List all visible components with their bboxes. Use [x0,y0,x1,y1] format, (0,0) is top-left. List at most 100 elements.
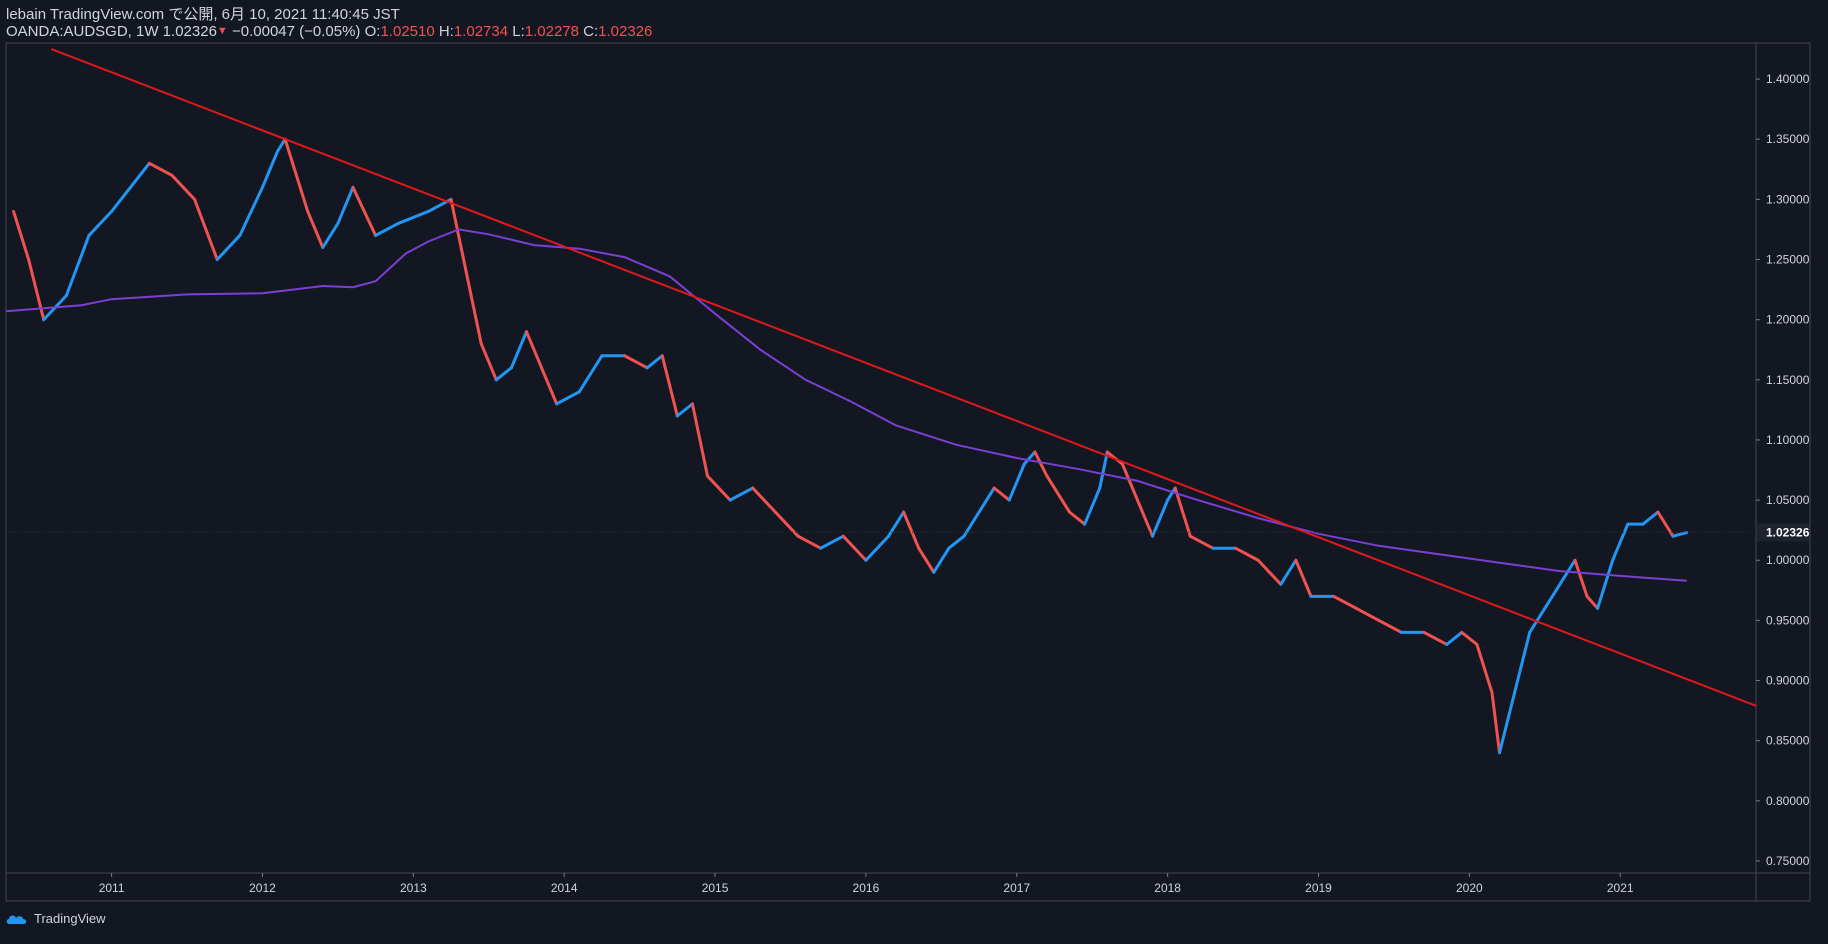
high-label: H: [438,23,454,40]
price-segment [1173,486,1192,538]
price-segment [1279,558,1298,586]
price-segment [351,185,378,237]
price-segment [1234,546,1260,562]
time-tick-label: 2013 [400,881,427,895]
price-segment [64,233,91,298]
price-segment [864,534,891,562]
symbol-legend: OANDA:AUDSGD, 1W 1.02326▼ −0.00047 (−0.0… [6,23,652,40]
low-value: 1.02278 [524,23,579,40]
price-axis: 0.75000 0.80000 0.85000 0.90000 0.95000 1.000… [6,72,1810,868]
price-segment [260,149,280,189]
time-tick-label: 2019 [1305,881,1332,895]
price-segment [1120,462,1139,502]
price-segment [623,354,649,370]
price-segment [660,354,679,418]
time-tick-label: 2018 [1154,881,1181,895]
price-segment [1377,618,1403,634]
price-segment [170,173,197,201]
price-tick-label: 1.20000 [1766,313,1810,327]
price-segment [902,510,921,550]
price-segment [992,486,1011,502]
price-segment [577,354,604,394]
price-segment [1460,630,1479,646]
price-tick-label: 0.95000 [1766,613,1810,627]
price-tick-label: 1.10000 [1766,433,1810,447]
price-segment [1045,474,1072,514]
price-segment [321,221,340,249]
price-segment [1007,462,1026,502]
time-tick-label: 2016 [853,881,880,895]
price-segment [1528,606,1547,634]
price-segment [336,185,355,225]
price-segment [524,330,544,370]
price-segment [1543,582,1562,610]
moving-average-line [5,228,1687,582]
price-segment [374,221,400,237]
price-segment [796,534,823,550]
publish-info: lebain TradingView.com で公開, 6月 10, 2021 … [6,6,400,23]
price-segment [1135,498,1155,538]
price-segment [494,366,513,382]
price-segment [509,330,528,370]
price-tick-label: 1.35000 [1766,132,1810,146]
price-segment [751,486,777,514]
price-tick-label: 0.85000 [1766,734,1810,748]
time-axis: 2011 2012 2013 2014 2015 2016 2017 2018 2019 2020… [99,873,1634,895]
price-segment [306,209,325,249]
price-tick-label: 1.25000 [1766,253,1810,267]
price-segment [110,161,151,213]
price-segment [917,546,936,574]
price-segment [479,342,498,382]
price-segment [977,486,996,514]
price-segment [147,161,174,177]
price-segment [283,137,310,213]
price-segment [449,197,468,274]
price-segment [1332,594,1358,610]
price-segment [1354,606,1381,622]
price-segment [87,209,114,237]
time-tick-label: 2017 [1003,881,1030,895]
price-tick-label: 1.40000 [1766,72,1810,86]
moving-average [5,228,1687,582]
price-segment [1033,450,1049,478]
price-segment [1256,558,1283,586]
price-tick-label: 0.75000 [1766,854,1810,868]
price-segment [1083,486,1102,526]
price-segment [645,354,664,370]
price-tick-label: 1.30000 [1766,192,1810,206]
price-segment [932,546,951,574]
price-segment [675,402,694,418]
low-label: L: [512,23,525,40]
last-price-badge [1757,523,1809,542]
price-segment [1513,630,1532,695]
price-tick-label: 0.90000 [1766,674,1810,688]
price-segment [728,486,755,502]
price-segment [276,137,287,153]
chart-header: lebain TradingView.com で公開, 6月 10, 2021 … [6,6,652,40]
price-segment [1596,558,1615,610]
trendline [50,48,1757,707]
price-segment [773,510,800,538]
down-arrow-icon: ▼ [216,25,228,37]
price-segment [887,510,906,538]
open-label: O: [364,23,381,40]
footer: TradingView [6,911,106,926]
symbol-label: OANDA:AUDSGD, 1W 1.02326 [6,23,217,40]
price-segment [12,209,31,262]
time-tick-label: 2021 [1607,881,1634,895]
time-tick-label: 2011 [99,881,125,895]
price-segment [1641,510,1660,526]
price-segment [841,534,868,562]
price-segment [1585,594,1600,610]
brand-label: TradingView [34,911,106,926]
open-value: 1.02510 [380,23,435,40]
price-segment [1151,498,1170,538]
price-segment [1022,450,1037,466]
price-tick-label: 1.00000 [1766,553,1810,567]
price-segment [193,197,219,262]
trendline-line[interactable] [50,48,1757,707]
chart-frame [5,42,1811,902]
price-segment [540,366,559,406]
